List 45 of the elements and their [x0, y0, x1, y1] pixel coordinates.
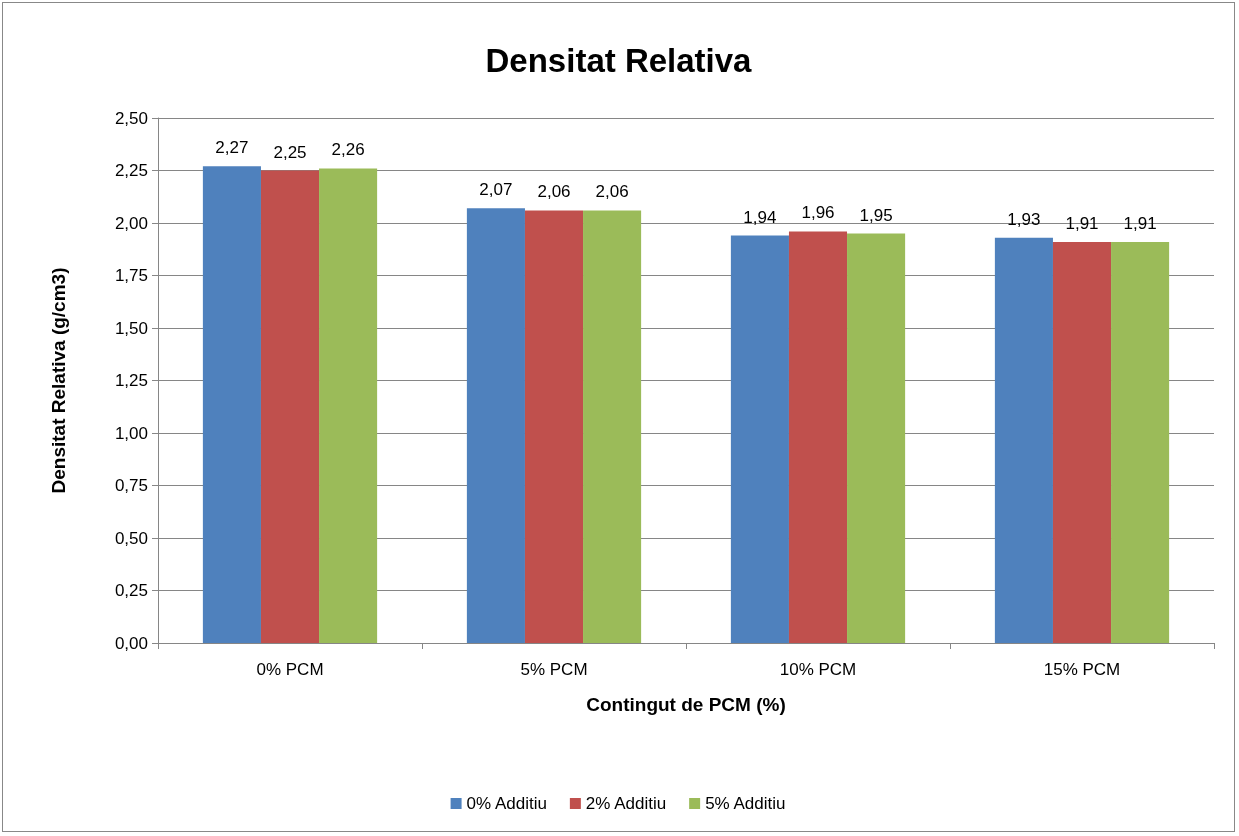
x-tick-label: 5% PCM [520, 660, 588, 679]
legend-label: 5% Additiu [705, 794, 786, 813]
y-tick-label: 2,00 [114, 213, 148, 233]
y-tick-label: 1,25 [114, 371, 148, 390]
data-label: 1,93 [1007, 209, 1041, 229]
legend-label: 2% Additiu [585, 794, 667, 813]
x-tick-label: 15% PCM [1043, 660, 1121, 679]
bar [319, 168, 378, 643]
y-tick-label: 2,50 [114, 108, 148, 128]
y-tick-label: 2,25 [114, 161, 148, 180]
chart-title: Densitat Relativa [485, 42, 753, 79]
y-tick-label: 1,75 [114, 266, 148, 285]
bar [466, 208, 525, 643]
data-label: 2,06 [537, 182, 571, 202]
bar [202, 166, 261, 643]
data-label: 1,94 [743, 207, 777, 227]
bar [788, 231, 848, 643]
bar [994, 237, 1053, 643]
data-label: 1,91 [1065, 213, 1099, 233]
y-tick-label: 1,00 [114, 423, 148, 443]
y-tick-label: 1,50 [114, 318, 148, 338]
y-tick-label: 0,25 [114, 581, 148, 600]
data-label: 2,07 [479, 180, 513, 200]
data-label: 2,06 [595, 182, 629, 202]
data-label: 1,96 [801, 203, 835, 223]
data-label: 2,26 [331, 140, 365, 160]
legend-label: 0% Additiu [466, 794, 547, 813]
y-tick-label: 0,75 [114, 476, 148, 495]
bar [847, 233, 906, 643]
bar [524, 210, 584, 643]
y-tick-label: 0,50 [114, 528, 148, 548]
data-label: 1,91 [1123, 213, 1157, 233]
bar [1111, 241, 1170, 643]
bar [583, 210, 642, 643]
x-tick-label: 0% PCM [256, 660, 324, 679]
bar [1052, 241, 1112, 643]
data-label: 2,25 [273, 142, 307, 162]
data-label: 1,95 [859, 205, 893, 225]
x-axis-title: Contingut de PCM (%) [586, 694, 786, 715]
y-tick-label: 0,00 [114, 633, 148, 653]
data-label: 2,27 [215, 138, 249, 158]
bar [260, 170, 320, 643]
bar [730, 235, 789, 643]
x-tick-label: 10% PCM [779, 660, 857, 679]
y-axis-title: Densitat Relativa (g/cm3) [48, 267, 69, 494]
